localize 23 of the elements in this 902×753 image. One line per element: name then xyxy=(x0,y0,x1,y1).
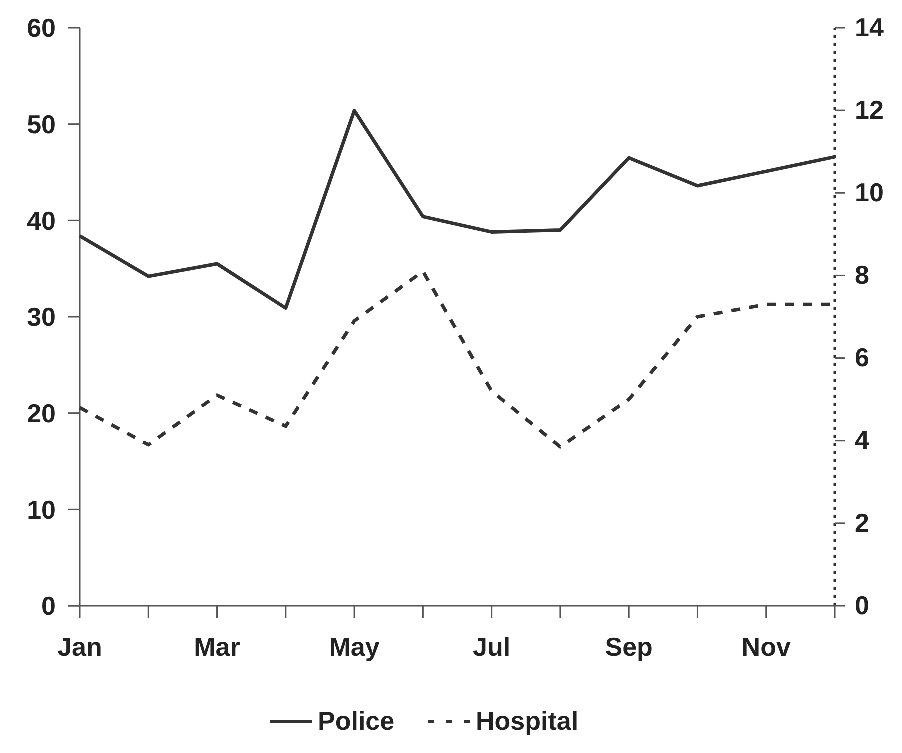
x-tick-label: Jan xyxy=(58,632,102,662)
x-tick-label: May xyxy=(329,632,380,662)
y-tick-label: 50 xyxy=(27,109,56,140)
x-tick-label: Jul xyxy=(473,632,511,662)
y-tick-label: 60 xyxy=(27,13,56,44)
x-tick-label: Nov xyxy=(742,632,792,662)
y-tick-label: 20 xyxy=(27,398,56,428)
legend-label: Hospital xyxy=(476,706,579,736)
legend-label: Police xyxy=(318,706,395,736)
y2-tick-label: 6 xyxy=(855,342,870,373)
x-tick-label: Mar xyxy=(194,632,240,662)
y2-tick-label: 14 xyxy=(855,12,884,42)
y2-tick-label: 10 xyxy=(855,177,884,208)
y2-tick-label: 2 xyxy=(855,508,870,538)
y-tick-label: 40 xyxy=(27,206,56,236)
x-tick-label: Sep xyxy=(605,632,653,662)
y-tick-label: 0 xyxy=(42,591,56,622)
y2-tick-label: 0 xyxy=(855,590,870,620)
y2-tick-label: 8 xyxy=(855,260,870,290)
y-tick-label: 30 xyxy=(27,302,56,332)
y2-tick-label: 4 xyxy=(855,425,870,456)
y2-tick-label: 12 xyxy=(855,94,884,125)
y-tick-label: 10 xyxy=(27,494,56,525)
